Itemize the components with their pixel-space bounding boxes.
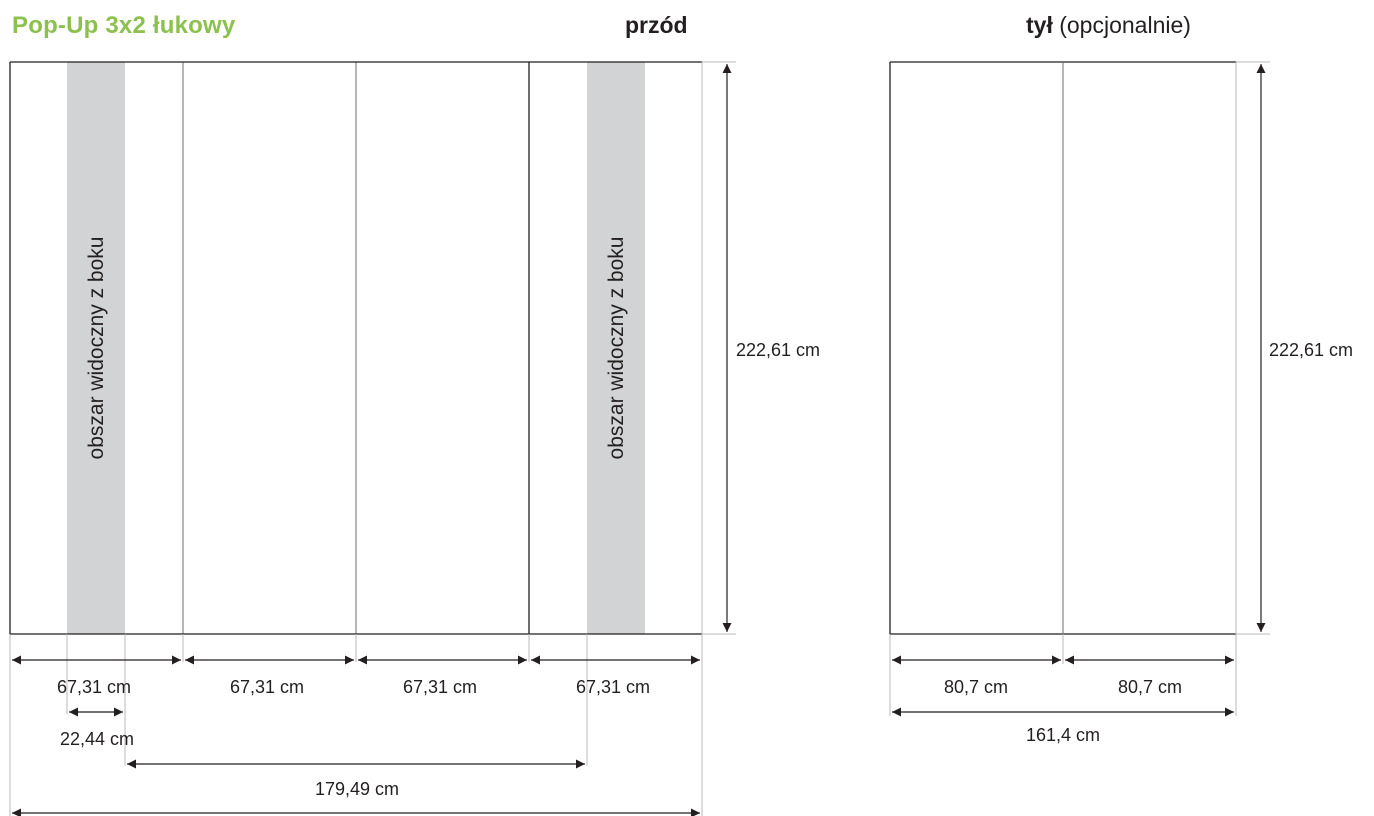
back-heading-bold: tył: [1026, 12, 1053, 38]
panel-width-label: 67,31 cm: [576, 677, 650, 697]
back-heading: tył (opcjonalnie): [1026, 12, 1191, 39]
panel-width-label: 67,31 cm: [403, 677, 477, 697]
side-area-left: [67, 62, 125, 634]
front-dimensions: [12, 64, 732, 816]
side-area-label-left: obszar widoczny z boku: [85, 237, 108, 460]
back-dimensions: [892, 64, 1266, 717]
panel-width-label: 67,31 cm: [230, 677, 304, 697]
panel-width-label: 67,31 cm: [57, 677, 131, 697]
front-panel: obszar widoczny z boku obszar widoczny z…: [9, 61, 703, 635]
panel-width-label: 80,7 cm: [944, 677, 1008, 697]
side-area-label-right: obszar widoczny z boku: [605, 237, 628, 460]
height-label: 222,61 cm: [1269, 340, 1353, 360]
back-dimension-labels: 222,61 cm 80,7 cm 80,7 cm 161,4 cm: [944, 340, 1353, 745]
front-heading: przód: [625, 12, 688, 38]
back-guides: [889, 61, 1270, 716]
total-width-label: 161,4 cm: [1026, 725, 1100, 745]
side-strip-label: 22,44 cm: [60, 729, 134, 749]
front-dimension-labels: 222,61 cm 67,31 cm 67,31 cm 67,31 cm 67,…: [57, 340, 820, 799]
back-panel: [889, 61, 1237, 635]
side-area-right: [587, 62, 645, 634]
inner-span-label: 179,49 cm: [315, 779, 399, 799]
back-heading-note: (opcjonalnie): [1059, 12, 1191, 38]
panel-width-label: 80,7 cm: [1118, 677, 1182, 697]
diagram-title: Pop-Up 3x2 łukowy: [12, 12, 236, 39]
height-label: 222,61 cm: [736, 340, 820, 360]
